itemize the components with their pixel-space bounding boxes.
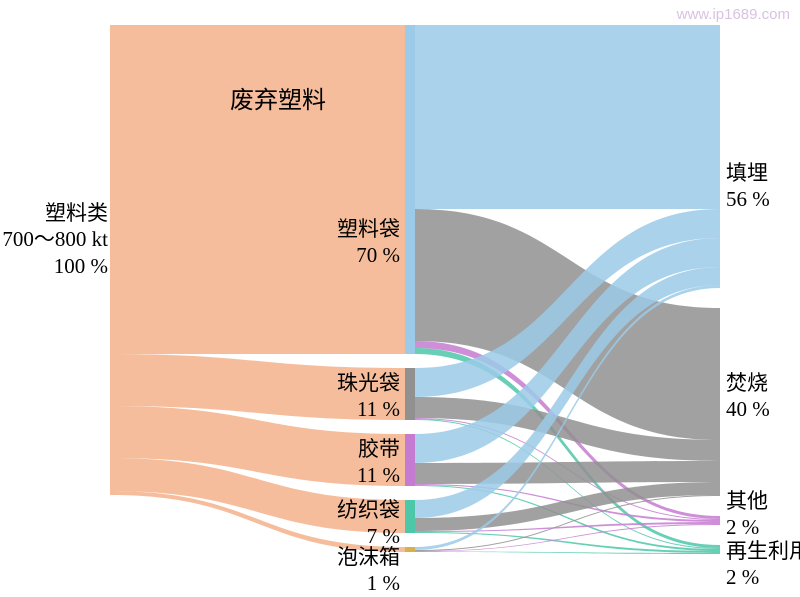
label-textile_bag: 纺织袋7 %	[337, 497, 400, 550]
sankey-node-pearl_bag	[405, 368, 415, 420]
label-source: 塑料类700～800 kt100 %	[2, 200, 108, 279]
label-plastic_bag: 塑料袋70 %	[337, 216, 400, 269]
sankey-node-textile_bag	[405, 500, 415, 533]
sankey-link-stage2	[415, 461, 720, 484]
label-incineration: 焚烧40 %	[726, 370, 770, 423]
sankey-link-stage2	[415, 25, 720, 209]
chart-title: 废弃塑料	[230, 86, 326, 116]
sankey-link-stage2	[415, 532, 720, 553]
label-other: 其他2 %	[726, 488, 768, 541]
label-tape: 胶带11 %	[357, 436, 400, 489]
sankey-node-tape	[405, 434, 415, 486]
sankey-link-stage1	[110, 25, 405, 354]
sankey-node-plastic_bag	[405, 25, 415, 354]
label-pearl_bag: 珠光袋11 %	[337, 370, 400, 423]
label-foam_box: 泡沫箱1 %	[337, 544, 400, 597]
sankey-node-foam_box	[405, 547, 415, 552]
label-landfill: 填埋56 %	[726, 160, 770, 213]
sankey-diagram	[0, 0, 800, 582]
label-recycle: 再生利用2 %	[726, 538, 800, 591]
watermark: www.ip1689.com	[677, 6, 790, 23]
